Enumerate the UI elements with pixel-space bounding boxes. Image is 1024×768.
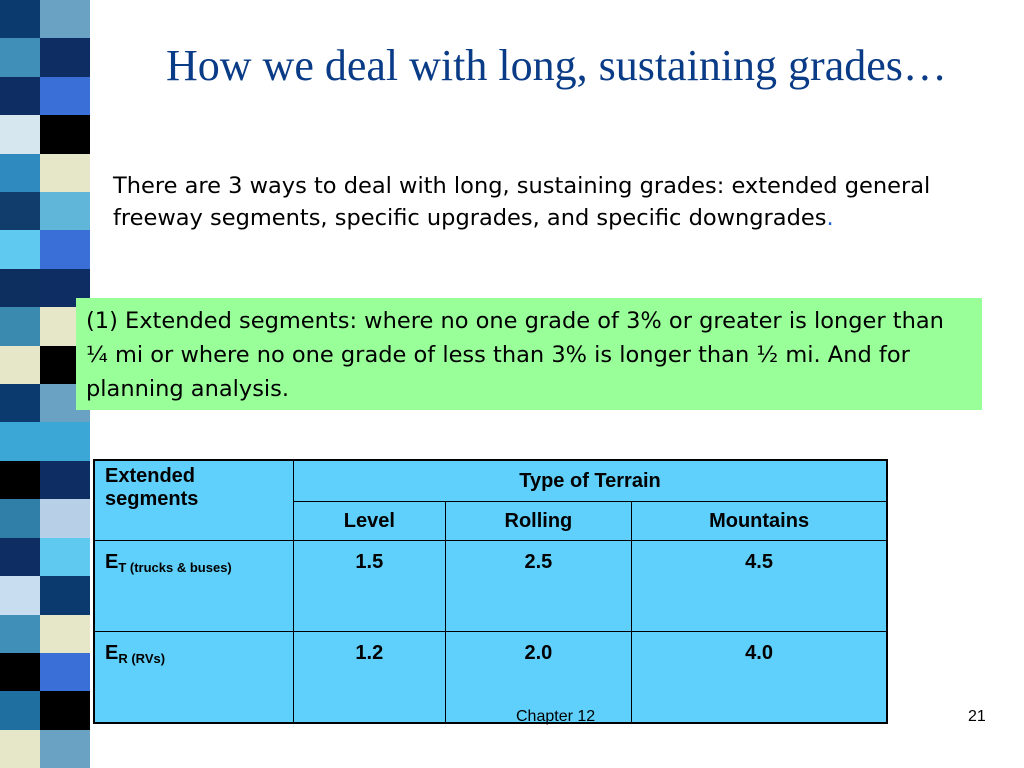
row-header: ER (RVs) <box>93 631 294 724</box>
column-header-rolling: Rolling <box>444 501 633 541</box>
row-header-main: E <box>105 551 119 573</box>
intro-paragraph: There are 3 ways to deal with long, sust… <box>113 170 963 234</box>
group-header: Type of Terrain <box>293 459 888 502</box>
stripe-column-left <box>0 0 40 768</box>
column-header-level: Level <box>293 501 446 541</box>
intro-period: . <box>826 205 834 231</box>
callout-text: (1) Extended segments: where no one grad… <box>86 308 944 402</box>
table-row: ER (RVs) 1.2 2.0 4.0 <box>93 631 888 724</box>
row-header-sub: T (trucks & buses) <box>118 560 232 575</box>
extended-segments-callout: (1) Extended segments: where no one grad… <box>76 298 982 410</box>
footer-chapter: Chapter 12 <box>516 708 596 725</box>
column-header-mountains: Mountains <box>631 501 888 541</box>
table-cell: 4.0 <box>631 631 888 724</box>
table-cell: 1.2 <box>293 631 446 724</box>
table-row: ET (trucks & buses) 1.5 2.5 4.5 <box>93 540 888 632</box>
table-cell: 1.5 <box>293 540 446 632</box>
decorative-stripe <box>0 0 100 768</box>
corner-header: Extended segments <box>93 459 294 541</box>
table-subheader-row: Level Rolling Mountains <box>94 501 888 541</box>
row-header-sub: R (RVs) <box>118 651 166 666</box>
terrain-table: Extended segments Type of Terrain Level … <box>93 459 888 724</box>
table-cell: 4.5 <box>631 540 888 632</box>
row-header: ET (trucks & buses) <box>93 540 294 632</box>
footer-page-number: 21 <box>968 708 986 725</box>
stripe-column-right <box>40 0 90 768</box>
row-header-main: E <box>105 642 119 664</box>
intro-text: There are 3 ways to deal with long, sust… <box>113 173 931 231</box>
slide-title: How we deal with long, sustaining grades… <box>166 41 947 90</box>
table-header-row: Extended segments Type of Terrain <box>93 459 888 541</box>
table-cell: 2.5 <box>444 540 633 632</box>
